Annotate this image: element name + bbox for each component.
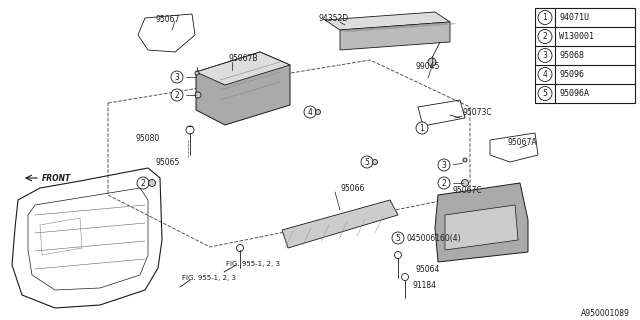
Bar: [535, 8, 635, 103]
Text: 95080: 95080: [135, 133, 159, 142]
Text: 95067: 95067: [155, 14, 179, 23]
Text: W130001: W130001: [559, 32, 594, 41]
Polygon shape: [435, 183, 528, 262]
Text: 2: 2: [141, 179, 145, 188]
Text: FRONT: FRONT: [42, 173, 71, 182]
Text: 95067C: 95067C: [452, 186, 482, 195]
Text: 95096: 95096: [559, 70, 584, 79]
Circle shape: [438, 177, 450, 189]
Polygon shape: [196, 52, 290, 125]
Circle shape: [463, 158, 467, 162]
Circle shape: [428, 58, 436, 66]
Text: 95065: 95065: [155, 157, 179, 166]
Circle shape: [237, 244, 243, 252]
Circle shape: [538, 86, 552, 100]
Circle shape: [186, 126, 194, 134]
Circle shape: [416, 122, 428, 134]
Text: 95068: 95068: [559, 51, 584, 60]
Text: 91184: 91184: [412, 281, 436, 290]
Text: 95064: 95064: [415, 266, 440, 275]
Text: 5: 5: [365, 157, 369, 166]
Text: 5: 5: [396, 234, 401, 243]
Circle shape: [195, 92, 201, 98]
Text: 5: 5: [543, 89, 547, 98]
Text: 4: 4: [543, 70, 547, 79]
Polygon shape: [196, 52, 290, 85]
Circle shape: [372, 159, 378, 164]
Text: 3: 3: [442, 161, 447, 170]
Circle shape: [361, 156, 373, 168]
Text: 95066: 95066: [340, 183, 364, 193]
Circle shape: [392, 232, 404, 244]
Circle shape: [171, 89, 183, 101]
Text: 94071U: 94071U: [559, 13, 589, 22]
Text: 2: 2: [175, 91, 179, 100]
Circle shape: [538, 49, 552, 62]
Circle shape: [137, 177, 149, 189]
Text: 95067A: 95067A: [507, 138, 536, 147]
Text: 95067B: 95067B: [228, 53, 257, 62]
Circle shape: [304, 106, 316, 118]
Text: 2: 2: [543, 32, 547, 41]
Text: FIG. 955-1, 2, 3: FIG. 955-1, 2, 3: [226, 261, 280, 267]
Text: 4: 4: [308, 108, 312, 116]
Text: 95096A: 95096A: [559, 89, 589, 98]
Polygon shape: [325, 12, 450, 30]
Circle shape: [538, 68, 552, 82]
Polygon shape: [340, 22, 450, 50]
Circle shape: [171, 71, 183, 83]
Circle shape: [316, 109, 321, 115]
Text: 1: 1: [543, 13, 547, 22]
Text: FIG. 955-1, 2, 3: FIG. 955-1, 2, 3: [182, 275, 236, 281]
Text: 94352D: 94352D: [318, 13, 348, 22]
Text: 2: 2: [442, 179, 446, 188]
Text: 95073C: 95073C: [462, 108, 492, 116]
Text: 045006160(4): 045006160(4): [406, 234, 461, 243]
Text: 99045: 99045: [415, 61, 440, 70]
Circle shape: [401, 274, 408, 281]
Text: 1: 1: [420, 124, 424, 132]
Circle shape: [394, 252, 401, 259]
Text: 3: 3: [543, 51, 547, 60]
Circle shape: [461, 180, 468, 187]
Polygon shape: [445, 205, 518, 250]
Text: A950001089: A950001089: [581, 309, 630, 318]
Polygon shape: [282, 200, 398, 248]
Circle shape: [538, 29, 552, 44]
Circle shape: [538, 11, 552, 25]
Circle shape: [438, 159, 450, 171]
Circle shape: [148, 180, 156, 187]
Circle shape: [195, 71, 199, 75]
Text: 3: 3: [175, 73, 179, 82]
